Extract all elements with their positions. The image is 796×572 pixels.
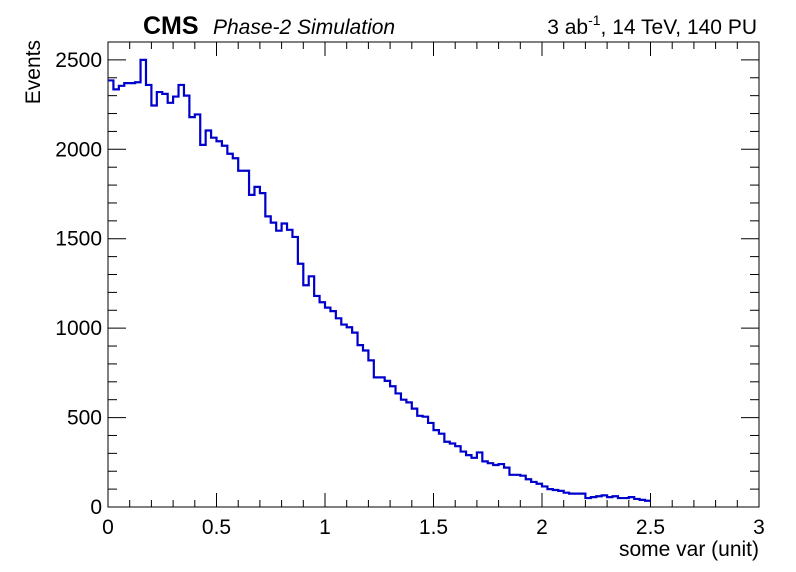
subtitle-label: Phase-2 Simulation xyxy=(213,16,395,39)
x-tick-label: 2.5 xyxy=(636,516,665,539)
lumi-prefix: 3 ab xyxy=(547,16,588,39)
y-axis-title: Events xyxy=(22,40,45,104)
lumi-suffix: , 14 TeV, 140 PU xyxy=(601,16,757,39)
x-axis-title: some var (unit) xyxy=(619,538,759,561)
x-tick-label: 3 xyxy=(753,516,765,539)
lumi-label: 3 ab-1, 14 TeV, 140 PU xyxy=(547,12,757,39)
x-tick-label: 0.5 xyxy=(202,516,231,539)
y-tick-label: 1500 xyxy=(55,228,102,251)
plot-frame xyxy=(107,41,760,508)
x-tick-label: 1 xyxy=(319,516,331,539)
x-tick-label: 0 xyxy=(102,516,114,539)
lumi-exponent: -1 xyxy=(588,12,601,28)
y-tick-label: 2000 xyxy=(55,138,102,161)
x-tick-label: 2 xyxy=(536,516,548,539)
experiment-label: CMS xyxy=(143,12,199,40)
axes: 0 0.5 1 1.5 2 2.5 3 0 500 1000 1500 2000 2500 xyxy=(55,41,765,539)
y-tick-label: 2500 xyxy=(55,49,102,72)
x-tick-label: 1.5 xyxy=(419,516,448,539)
histogram-series-line xyxy=(108,58,651,502)
y-tick-label: 1000 xyxy=(55,317,102,340)
y-tick-label: 500 xyxy=(67,407,102,430)
y-tick-label: 0 xyxy=(90,496,102,519)
